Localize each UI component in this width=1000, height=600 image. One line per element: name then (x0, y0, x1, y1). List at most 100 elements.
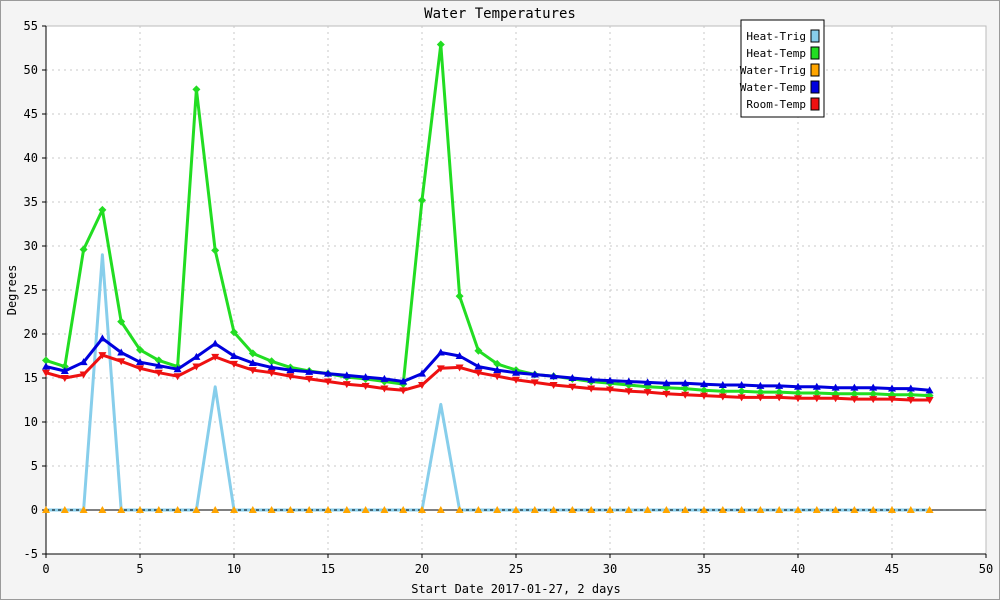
data-point (342, 506, 351, 513)
data-point (117, 317, 126, 326)
data-point (530, 506, 539, 513)
data-point (643, 389, 652, 397)
data-point (662, 390, 671, 398)
data-point (42, 506, 50, 513)
data-point (831, 395, 840, 403)
data-point (587, 506, 596, 513)
x-axis-label: Start Date 2017-01-27, 2 days (411, 582, 621, 596)
data-point (718, 387, 727, 396)
legend-label: Water-Temp (740, 81, 806, 94)
data-point (418, 196, 426, 205)
data-point (474, 506, 483, 513)
data-point (794, 382, 802, 390)
data-point (568, 506, 577, 513)
data-point (606, 506, 614, 513)
data-point (906, 506, 915, 513)
x-tick-label: 40 (791, 562, 805, 576)
x-tick-label: 0 (42, 562, 49, 576)
data-point (455, 352, 464, 359)
data-point (812, 395, 821, 403)
data-point (154, 506, 163, 513)
data-point (850, 389, 859, 398)
series-layer (42, 40, 934, 513)
data-point (850, 383, 859, 391)
data-point (512, 506, 520, 513)
legend-box (740, 19, 825, 118)
data-point (530, 379, 539, 387)
legend-swatch (810, 63, 820, 77)
data-point (794, 395, 802, 403)
data-point (42, 356, 50, 365)
data-point (681, 379, 690, 387)
data-point (192, 85, 201, 94)
data-point (230, 352, 238, 359)
data-point (869, 396, 878, 404)
data-point (324, 506, 332, 513)
data-point (267, 506, 276, 513)
legend-swatch (810, 80, 820, 94)
data-point (662, 379, 671, 387)
data-point (568, 383, 577, 391)
y-axis-label: Degrees (5, 265, 19, 316)
data-point (925, 397, 934, 404)
data-point (549, 506, 558, 513)
y-tick-label: 25 (24, 283, 38, 297)
data-point (230, 506, 238, 513)
data-point (775, 388, 784, 397)
x-tick-label: 20 (415, 562, 429, 576)
data-point (117, 506, 126, 513)
y-tick-label: 50 (24, 63, 38, 77)
data-point (79, 371, 88, 379)
data-point (606, 376, 614, 384)
data-point (98, 352, 107, 360)
legend: Heat-Trig Heat-Temp Water-Trig Water-Temp Ro… (740, 19, 825, 118)
data-point (211, 506, 220, 513)
y-tick-label: 20 (24, 327, 38, 341)
data-point (756, 388, 765, 397)
data-point (211, 339, 220, 347)
data-point (286, 506, 295, 513)
data-point (324, 378, 332, 386)
data-point (418, 506, 426, 513)
data-point (267, 357, 276, 366)
data-point (342, 381, 351, 389)
data-point (60, 366, 69, 374)
data-point (681, 384, 690, 393)
x-tick-label: 25 (509, 562, 523, 576)
data-point (361, 506, 370, 513)
data-point (700, 380, 708, 388)
data-point (342, 371, 351, 379)
data-point (248, 367, 257, 375)
data-point (756, 506, 765, 513)
data-point (681, 391, 690, 399)
data-point (549, 382, 558, 390)
x-tick-label: 5 (136, 562, 143, 576)
data-point (530, 370, 539, 378)
data-point (737, 506, 746, 513)
data-point (42, 362, 50, 370)
data-point (869, 506, 878, 513)
data-point (624, 388, 633, 396)
y-tick-label: 15 (24, 371, 38, 385)
data-point (474, 362, 483, 370)
data-point (831, 383, 840, 391)
y-tick-label: 0 (31, 503, 38, 517)
data-point (248, 506, 257, 513)
grid-lines (46, 26, 986, 554)
data-point (361, 373, 370, 381)
data-point (305, 367, 314, 375)
data-point (925, 386, 934, 394)
data-point (906, 397, 915, 404)
data-point (700, 392, 708, 400)
data-point (192, 506, 201, 513)
data-point (812, 506, 821, 513)
data-point (305, 375, 314, 383)
data-point (286, 373, 295, 381)
data-point (399, 387, 408, 395)
legend-swatch (810, 46, 820, 60)
data-point (700, 386, 708, 395)
data-point (756, 394, 765, 402)
data-point (60, 375, 69, 382)
data-point (436, 365, 445, 373)
